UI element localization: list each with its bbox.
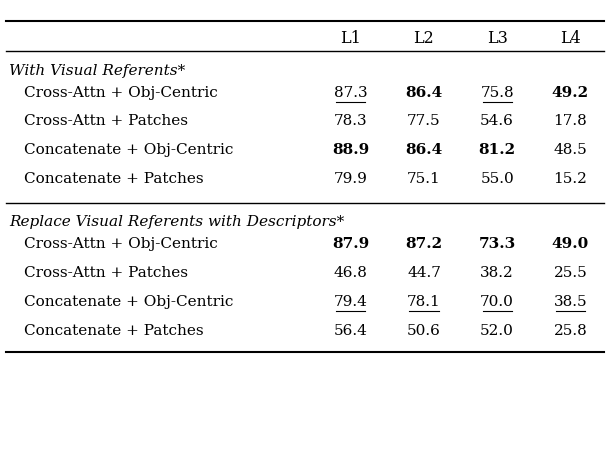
Text: Cross-Attn + Obj-Centric: Cross-Attn + Obj-Centric xyxy=(24,85,218,100)
Text: 49.2: 49.2 xyxy=(552,85,589,100)
Text: 88.9: 88.9 xyxy=(332,143,370,158)
Text: 87.3: 87.3 xyxy=(334,85,368,100)
Text: 25.8: 25.8 xyxy=(553,324,587,338)
Text: 79.9: 79.9 xyxy=(334,172,368,186)
Text: 87.9: 87.9 xyxy=(332,237,370,251)
Text: 50.6: 50.6 xyxy=(407,324,441,338)
Text: 46.8: 46.8 xyxy=(334,266,368,280)
Text: 48.5: 48.5 xyxy=(553,143,587,158)
Text: Replace Visual Referents with Descriptors*: Replace Visual Referents with Descriptor… xyxy=(9,215,345,229)
Text: L3: L3 xyxy=(487,30,508,47)
Text: 52.0: 52.0 xyxy=(480,324,514,338)
Text: Cross-Attn + Patches: Cross-Attn + Patches xyxy=(24,266,188,280)
Text: 77.5: 77.5 xyxy=(407,114,441,129)
Text: 49.0: 49.0 xyxy=(551,237,589,251)
Text: L1: L1 xyxy=(340,30,361,47)
Text: 86.4: 86.4 xyxy=(405,143,443,158)
Text: 15.2: 15.2 xyxy=(553,172,587,186)
Text: 17.8: 17.8 xyxy=(553,114,587,129)
Text: Cross-Attn + Obj-Centric: Cross-Attn + Obj-Centric xyxy=(24,237,218,251)
Text: 70.0: 70.0 xyxy=(480,295,514,309)
Text: With Visual Referents*: With Visual Referents* xyxy=(9,64,185,78)
Text: 75.1: 75.1 xyxy=(407,172,441,186)
Text: 78.3: 78.3 xyxy=(334,114,368,129)
Text: 86.4: 86.4 xyxy=(405,85,443,100)
Text: 38.5: 38.5 xyxy=(553,295,587,309)
Text: Concatenate + Obj-Centric: Concatenate + Obj-Centric xyxy=(24,143,234,158)
Text: Concatenate + Obj-Centric: Concatenate + Obj-Centric xyxy=(24,295,234,309)
Text: Cross-Attn + Patches: Cross-Attn + Patches xyxy=(24,114,188,129)
Text: Concatenate + Patches: Concatenate + Patches xyxy=(24,324,204,338)
Text: 73.3: 73.3 xyxy=(478,237,516,251)
Text: 87.2: 87.2 xyxy=(406,237,442,251)
Text: 25.5: 25.5 xyxy=(553,266,587,280)
Text: Concatenate + Patches: Concatenate + Patches xyxy=(24,172,204,186)
Text: 38.2: 38.2 xyxy=(480,266,514,280)
Text: 44.7: 44.7 xyxy=(407,266,441,280)
Text: 78.1: 78.1 xyxy=(407,295,441,309)
Text: 54.6: 54.6 xyxy=(480,114,514,129)
Text: L2: L2 xyxy=(414,30,434,47)
Text: 75.8: 75.8 xyxy=(480,85,514,100)
Text: 56.4: 56.4 xyxy=(334,324,368,338)
Text: 81.2: 81.2 xyxy=(479,143,515,158)
Text: L4: L4 xyxy=(560,30,581,47)
Text: 55.0: 55.0 xyxy=(480,172,514,186)
Text: 79.4: 79.4 xyxy=(334,295,368,309)
